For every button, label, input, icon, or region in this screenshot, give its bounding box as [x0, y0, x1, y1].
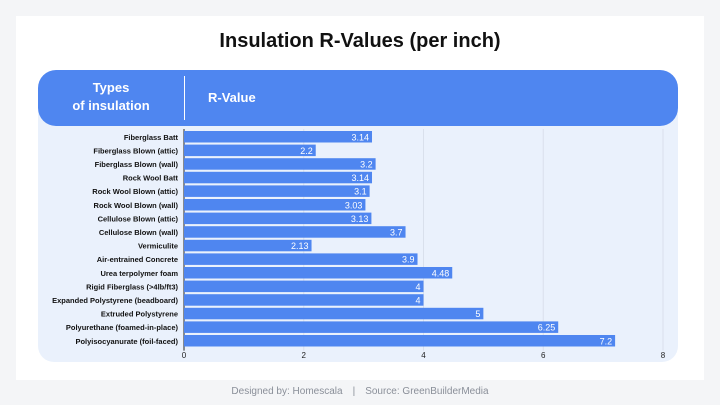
x-tick-label: 4: [421, 351, 426, 360]
bar: [184, 239, 312, 252]
x-tick-label: 6: [541, 351, 546, 360]
data-label: 3.9: [402, 255, 415, 265]
x-tick-label: 8: [661, 351, 666, 360]
category-label: Rock Wool Blown (wall): [94, 201, 179, 210]
bar: [184, 226, 406, 238]
bar: [184, 307, 484, 320]
chart-title: Insulation R-Values (per inch): [219, 30, 501, 52]
bar: [184, 158, 376, 170]
data-label: 3.2: [360, 159, 373, 169]
bar: [184, 294, 424, 306]
bar: [184, 185, 370, 197]
bar: [184, 131, 373, 143]
category-label: Expanded Polystyrene (beadboard): [52, 296, 178, 305]
data-label: 3.7: [390, 227, 403, 237]
data-label: 4: [415, 295, 420, 305]
category-label: Fiberglass Blown (wall): [95, 160, 179, 169]
bar: [184, 335, 616, 347]
x-tick-label: 2: [302, 351, 307, 360]
data-label: 3.14: [351, 132, 369, 142]
footer-designed-by: Designed by: Homescala: [231, 386, 343, 397]
rvalue-header: R-Value: [208, 90, 256, 105]
data-label: 3.13: [351, 214, 369, 224]
category-label: Fiberglass Batt: [124, 133, 179, 142]
category-label: Cellulose Blown (wall): [99, 228, 179, 237]
data-label: 2.13: [291, 241, 309, 251]
category-label: Rock Wool Blown (attic): [92, 187, 178, 196]
category-label: Cellulose Blown (attic): [98, 214, 179, 223]
category-label: Fiberglass Blown (attic): [93, 146, 178, 155]
bar: [184, 199, 366, 211]
category-label: Rigid Fiberglass (>4lb/ft3): [86, 282, 178, 291]
footer: Designed by: Homescala | Source: GreenBuil…: [0, 386, 720, 397]
types-header-line1: Types: [92, 80, 130, 95]
bar: [184, 267, 453, 279]
category-label: Extruded Polystyrene: [101, 310, 178, 319]
data-label: 3.14: [351, 173, 369, 183]
data-label: 4.48: [432, 268, 450, 278]
category-label: Polyisocyanurate (foil-faced): [75, 337, 178, 346]
bar: [184, 144, 316, 157]
data-label: 5: [475, 309, 480, 319]
data-label: 3.03: [345, 200, 363, 210]
bar: [184, 171, 373, 184]
types-header: Types of insulation: [38, 79, 184, 115]
bar: [184, 280, 424, 293]
footer-source: Source: GreenBuilderMedia: [365, 386, 489, 397]
bar: [184, 253, 418, 265]
category-label: Urea terpolymer foam: [100, 269, 178, 278]
category-label: Polyurethane (foamed-in-place): [66, 323, 179, 332]
x-tick-label: 0: [182, 351, 187, 360]
data-label: 6.25: [538, 323, 556, 333]
category-label: Rock Wool Batt: [123, 174, 179, 183]
table-header: Types of insulation R-Value: [38, 70, 678, 126]
data-label: 2.2: [300, 146, 313, 156]
category-label: Air-entrained Concrete: [97, 255, 178, 264]
category-label: Vermiculite: [138, 242, 178, 251]
types-header-line2: of insulation: [72, 98, 150, 113]
header-divider: [184, 76, 185, 120]
footer-separator: |: [352, 386, 356, 397]
data-label: 7.2: [600, 336, 613, 346]
bar: [184, 321, 559, 333]
bar: [184, 212, 372, 225]
data-label: 3.1: [354, 187, 367, 197]
data-label: 4: [415, 282, 420, 292]
